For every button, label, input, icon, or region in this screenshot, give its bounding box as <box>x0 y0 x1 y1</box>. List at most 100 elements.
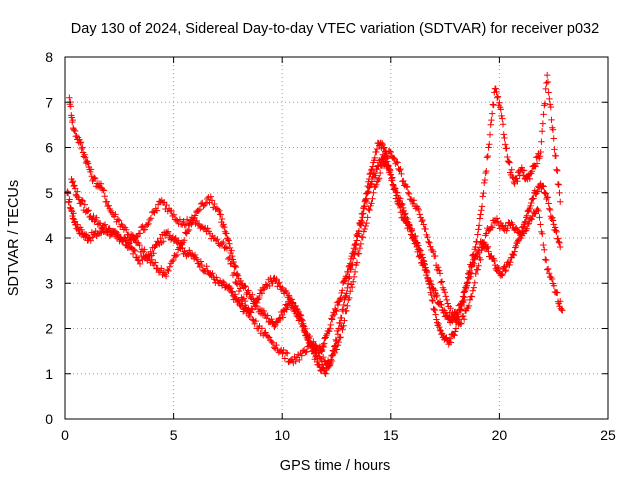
data-point <box>482 232 489 239</box>
data-point <box>508 166 515 173</box>
data-point <box>351 251 358 259</box>
data-point <box>498 112 505 120</box>
data-point <box>484 243 492 250</box>
data-point <box>136 260 144 268</box>
data-point <box>376 175 383 182</box>
y-tick-label: 1 <box>45 366 53 382</box>
data-point <box>520 167 528 174</box>
data-point <box>548 116 555 124</box>
data-point <box>485 248 492 255</box>
data-point <box>227 260 234 268</box>
data-point <box>443 334 450 341</box>
data-point <box>406 222 413 229</box>
data-point <box>538 127 546 135</box>
data-point <box>133 233 140 241</box>
data-point <box>459 298 466 305</box>
data-point <box>114 216 122 223</box>
data-point <box>338 314 345 322</box>
data-point <box>436 326 444 334</box>
data-point <box>442 293 450 300</box>
data-point <box>303 331 311 339</box>
data-point <box>231 291 239 298</box>
data-point <box>130 246 138 253</box>
data-point <box>506 159 513 166</box>
data-point <box>368 166 375 174</box>
data-point <box>333 346 340 353</box>
data-point <box>363 190 371 197</box>
y-axis-label: SDTVAR / TECUs <box>6 180 22 296</box>
data-point <box>458 320 465 327</box>
data-point <box>226 254 233 261</box>
data-point <box>393 158 400 166</box>
data-point <box>460 299 467 306</box>
data-point <box>188 250 196 258</box>
data-point <box>370 189 377 196</box>
data-point <box>258 325 266 332</box>
data-point <box>554 167 561 174</box>
data-point <box>553 166 560 173</box>
data-point <box>431 292 438 300</box>
data-point <box>491 257 498 265</box>
data-point <box>539 182 547 190</box>
data-point <box>366 206 373 214</box>
data-point <box>315 349 322 357</box>
data-point <box>285 358 292 366</box>
data-point <box>196 263 204 271</box>
data-point <box>221 224 228 231</box>
data-point <box>550 282 558 289</box>
data-point <box>106 232 114 240</box>
data-point <box>259 284 267 292</box>
y-tick-label: 5 <box>45 185 53 201</box>
data-point <box>219 278 227 286</box>
data-point <box>268 315 275 323</box>
data-point <box>339 287 346 294</box>
data-point <box>471 279 478 286</box>
data-point <box>228 288 235 296</box>
data-point <box>203 195 211 203</box>
data-point <box>504 153 511 161</box>
data-point <box>220 221 227 228</box>
data-point <box>349 278 357 285</box>
data-point <box>170 256 177 264</box>
data-point <box>365 184 373 191</box>
data-point <box>557 298 564 305</box>
data-point <box>386 148 394 155</box>
data-point <box>162 272 170 280</box>
data-point <box>404 183 411 191</box>
data-point <box>545 200 552 207</box>
data-point <box>147 215 155 222</box>
x-tick-label: 25 <box>600 427 616 443</box>
data-point <box>419 216 426 224</box>
data-point <box>546 206 554 214</box>
data-point <box>426 284 434 291</box>
data-point <box>396 201 403 209</box>
data-point <box>494 94 501 102</box>
data-point <box>336 319 344 327</box>
data-point <box>486 131 494 138</box>
data-point <box>349 255 357 262</box>
data-point <box>269 339 276 347</box>
data-point <box>530 195 537 202</box>
data-point <box>390 154 397 162</box>
data-point <box>541 100 549 107</box>
data-point <box>390 186 397 193</box>
data-point <box>364 189 371 196</box>
data-point <box>469 252 476 259</box>
data-point <box>328 315 335 322</box>
data-point <box>373 145 381 153</box>
data-point <box>475 247 482 254</box>
data-point <box>282 349 290 356</box>
data-point <box>397 204 404 212</box>
plot-frame <box>64 56 609 420</box>
data-point <box>69 116 76 124</box>
data-points <box>63 71 566 377</box>
data-point <box>365 205 372 213</box>
data-point <box>551 224 559 231</box>
data-point <box>306 332 313 340</box>
data-point <box>92 227 99 235</box>
data-point <box>424 233 431 241</box>
data-point <box>233 280 240 287</box>
data-point <box>136 241 143 249</box>
data-point <box>507 259 514 266</box>
